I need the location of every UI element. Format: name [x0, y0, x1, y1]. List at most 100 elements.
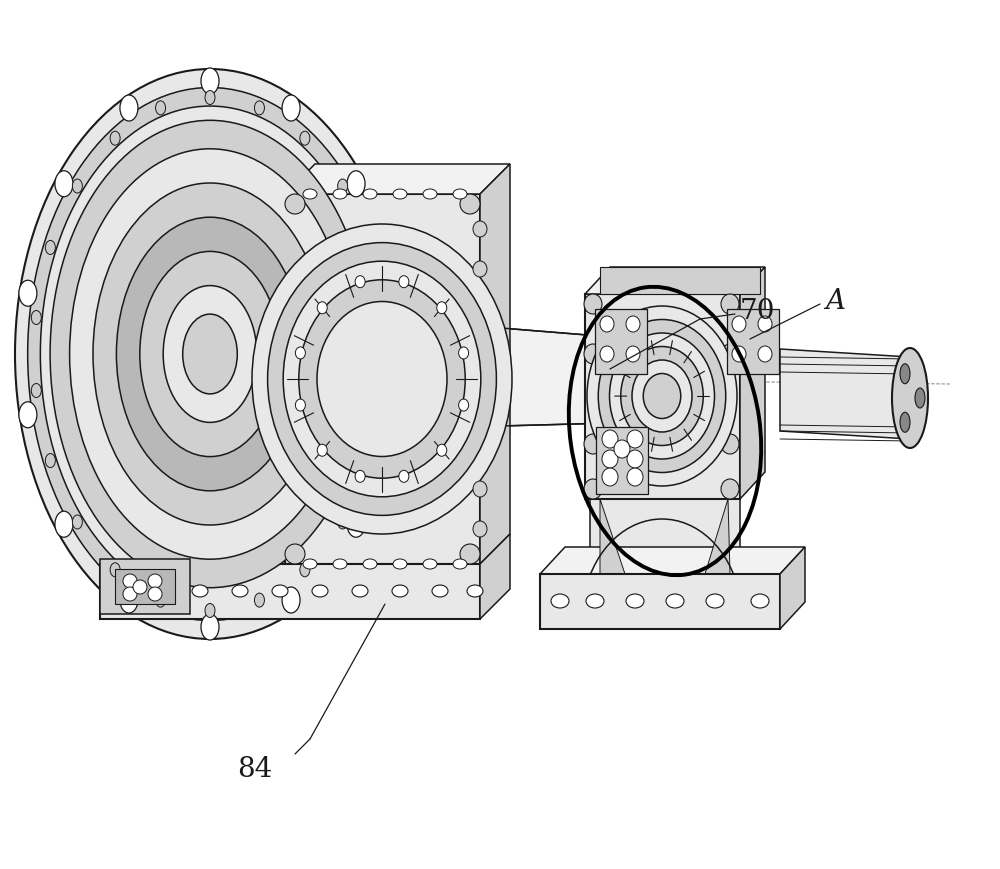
Ellipse shape	[148, 574, 162, 588]
Polygon shape	[740, 268, 765, 500]
Ellipse shape	[751, 594, 769, 608]
Polygon shape	[727, 309, 779, 375]
Polygon shape	[100, 560, 190, 614]
Ellipse shape	[758, 316, 772, 333]
Ellipse shape	[282, 587, 300, 614]
Ellipse shape	[379, 311, 389, 325]
Ellipse shape	[383, 281, 401, 307]
Ellipse shape	[148, 587, 162, 601]
Ellipse shape	[55, 171, 73, 197]
Ellipse shape	[120, 587, 138, 614]
Polygon shape	[285, 195, 480, 564]
Ellipse shape	[110, 563, 120, 577]
Ellipse shape	[721, 434, 739, 454]
Polygon shape	[480, 534, 510, 620]
Ellipse shape	[295, 400, 305, 412]
Ellipse shape	[156, 102, 166, 116]
Ellipse shape	[285, 544, 305, 564]
Ellipse shape	[626, 594, 644, 608]
Ellipse shape	[110, 132, 120, 146]
Ellipse shape	[303, 189, 317, 200]
Ellipse shape	[283, 262, 481, 497]
Polygon shape	[600, 268, 760, 295]
Polygon shape	[585, 295, 740, 500]
Ellipse shape	[19, 281, 37, 307]
Ellipse shape	[333, 189, 347, 200]
Ellipse shape	[268, 243, 496, 516]
Ellipse shape	[156, 594, 166, 607]
Ellipse shape	[393, 560, 407, 569]
Ellipse shape	[50, 121, 370, 588]
Ellipse shape	[352, 586, 368, 597]
Polygon shape	[595, 309, 647, 375]
Ellipse shape	[586, 594, 604, 608]
Ellipse shape	[584, 480, 602, 500]
Ellipse shape	[232, 586, 248, 597]
Ellipse shape	[732, 347, 746, 362]
Ellipse shape	[152, 586, 168, 597]
Ellipse shape	[192, 586, 208, 597]
Ellipse shape	[627, 468, 643, 487]
Ellipse shape	[299, 281, 465, 479]
Ellipse shape	[252, 225, 512, 534]
Ellipse shape	[300, 132, 310, 146]
Ellipse shape	[205, 604, 215, 618]
Ellipse shape	[721, 295, 739, 315]
Ellipse shape	[317, 302, 327, 315]
Ellipse shape	[333, 560, 347, 569]
Polygon shape	[600, 500, 625, 574]
Ellipse shape	[437, 302, 447, 315]
Polygon shape	[540, 547, 805, 574]
Ellipse shape	[721, 345, 739, 365]
Ellipse shape	[627, 450, 643, 468]
Ellipse shape	[627, 430, 643, 448]
Ellipse shape	[31, 384, 41, 398]
Ellipse shape	[15, 70, 405, 640]
Ellipse shape	[621, 347, 703, 446]
Ellipse shape	[626, 316, 640, 333]
Polygon shape	[590, 500, 740, 574]
Polygon shape	[585, 268, 765, 295]
Ellipse shape	[93, 183, 327, 526]
Polygon shape	[780, 547, 805, 629]
Ellipse shape	[123, 574, 137, 588]
Ellipse shape	[584, 434, 602, 454]
Ellipse shape	[610, 334, 714, 460]
Ellipse shape	[459, 348, 469, 360]
Ellipse shape	[602, 430, 618, 448]
Ellipse shape	[626, 347, 640, 362]
Ellipse shape	[399, 471, 409, 483]
Ellipse shape	[732, 316, 746, 333]
Ellipse shape	[183, 315, 237, 395]
Polygon shape	[100, 564, 480, 620]
Ellipse shape	[900, 413, 910, 433]
Ellipse shape	[584, 295, 602, 315]
Ellipse shape	[584, 345, 602, 365]
Ellipse shape	[201, 614, 219, 640]
Ellipse shape	[254, 102, 264, 116]
Polygon shape	[780, 349, 910, 440]
Text: 70: 70	[740, 298, 776, 325]
Ellipse shape	[140, 252, 280, 457]
Ellipse shape	[614, 441, 630, 459]
Ellipse shape	[317, 302, 447, 457]
Text: 84: 84	[237, 756, 273, 783]
Ellipse shape	[133, 580, 147, 594]
Ellipse shape	[123, 587, 137, 601]
Ellipse shape	[432, 586, 448, 597]
Ellipse shape	[602, 450, 618, 468]
Polygon shape	[100, 534, 510, 564]
Ellipse shape	[272, 586, 288, 597]
Polygon shape	[705, 500, 730, 574]
Ellipse shape	[473, 262, 487, 278]
Ellipse shape	[600, 316, 614, 333]
Ellipse shape	[355, 471, 365, 483]
Ellipse shape	[551, 594, 569, 608]
Ellipse shape	[460, 544, 480, 564]
Ellipse shape	[285, 195, 305, 215]
Ellipse shape	[365, 454, 375, 468]
Ellipse shape	[453, 189, 467, 200]
Ellipse shape	[460, 195, 480, 215]
Ellipse shape	[72, 515, 82, 529]
Ellipse shape	[70, 149, 350, 560]
